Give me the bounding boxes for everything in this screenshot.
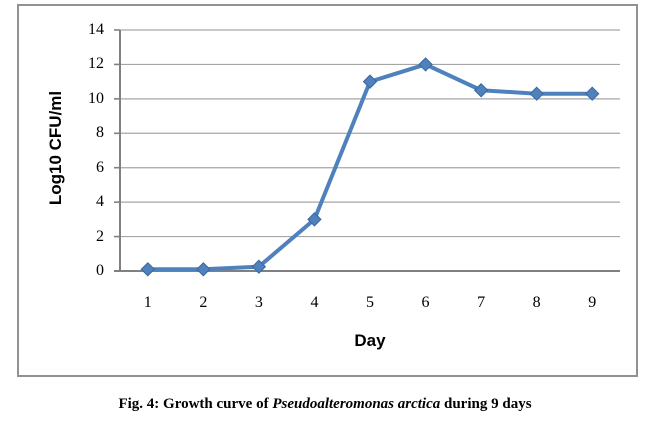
data-point-day-3 [251,259,267,274]
y-tick-label-4: 4 [96,193,104,211]
caption-species-italic: Pseudoalteromonas arctica [272,396,441,412]
data-point-day-7 [473,83,489,98]
data-point-day-2 [196,262,211,277]
data-point-day-5 [362,74,378,89]
x-tick-label-7: 7 [477,294,486,311]
y-axis-title: Log10 CFU/ml [46,90,65,206]
y-tick-label-10: 10 [88,89,104,107]
x-tick-label-9: 9 [588,294,597,311]
figure-caption: Fig. 4: Growth curve of Pseudoalteromona… [0,396,650,413]
x-tick-label-2: 2 [199,294,208,311]
x-tick-label-5: 5 [366,294,374,311]
y-tick-label-0: 0 [96,262,104,279]
data-point-day-9 [585,86,600,101]
x-tick-label-6: 6 [421,294,430,311]
data-point-day-4 [307,212,322,227]
caption-suffix: during 9 days [440,396,532,412]
y-tick-label-8: 8 [96,124,104,142]
growth-curve-line [145,62,595,272]
data-point-day-6 [418,57,433,72]
x-tick-label-1: 1 [143,294,152,311]
x-axis-title: Day [354,331,386,350]
x-tick-label-3: 3 [254,294,263,311]
y-tick-label-12: 12 [88,55,104,73]
x-tick-label-8: 8 [532,294,541,311]
y-tick-label-6: 6 [96,158,104,176]
data-point-day-1 [140,262,155,277]
caption-prefix: Fig. 4: Growth curve of [118,396,273,412]
data-point-day-8 [529,86,544,101]
y-tick-label-14: 14 [88,21,104,38]
x-tick-label-4: 4 [310,294,319,311]
y-tick-label-2: 2 [96,227,104,245]
